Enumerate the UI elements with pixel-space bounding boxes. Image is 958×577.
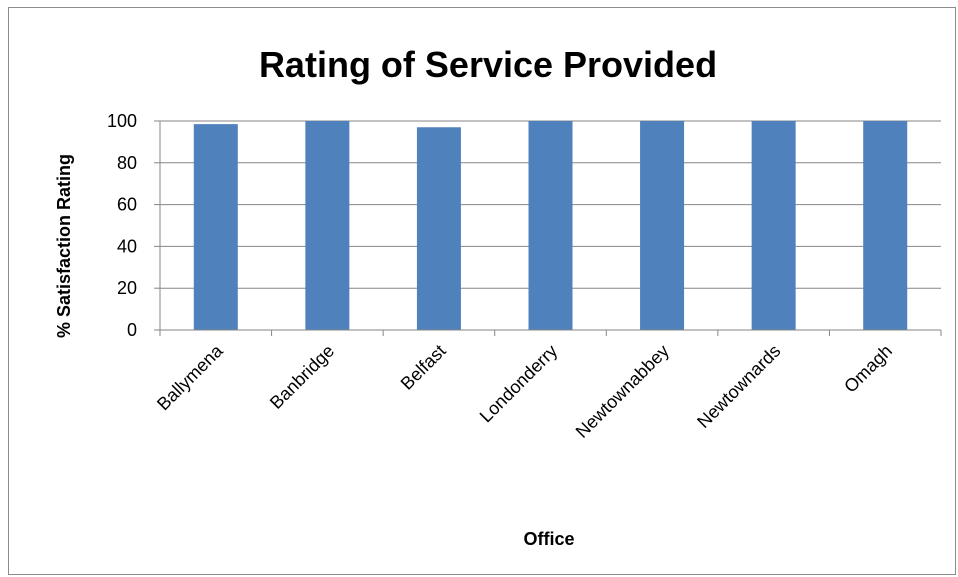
y-tick-labels: 0 20 40 60 80 100 xyxy=(107,111,137,340)
y-tick-label: 0 xyxy=(127,320,137,340)
axes xyxy=(154,120,942,336)
bar xyxy=(640,121,685,330)
bar xyxy=(528,121,573,330)
y-axis-title: % Satisfaction Rating xyxy=(54,154,74,338)
x-tick-label: Belfast xyxy=(397,341,450,394)
x-tick-label: Omagh xyxy=(840,341,896,397)
chart-title: Rating of Service Provided xyxy=(259,44,717,85)
bar xyxy=(863,121,908,330)
x-tick-label: Banbridge xyxy=(266,341,338,413)
chart-frame xyxy=(8,7,956,575)
y-tick-label: 40 xyxy=(117,236,137,256)
y-tick-label: 60 xyxy=(117,195,137,215)
x-tick-label: Ballymena xyxy=(153,340,227,414)
x-tick-labels: Ballymena Banbridge Belfast Londonderry Newt… xyxy=(153,340,896,442)
x-tick-label: Newtownabbey xyxy=(572,341,673,442)
x-tick-label: Londonderry xyxy=(476,341,562,427)
bar xyxy=(416,127,461,331)
bar xyxy=(193,124,238,330)
y-tick-label: 80 xyxy=(117,153,137,173)
x-axis-title: Office xyxy=(523,529,574,549)
bars xyxy=(193,121,908,331)
y-tick-label: 100 xyxy=(107,111,137,131)
x-tick-label: Newtownards xyxy=(693,341,784,432)
bar xyxy=(305,121,350,330)
bar xyxy=(751,121,796,330)
y-tick-label: 20 xyxy=(117,278,137,298)
